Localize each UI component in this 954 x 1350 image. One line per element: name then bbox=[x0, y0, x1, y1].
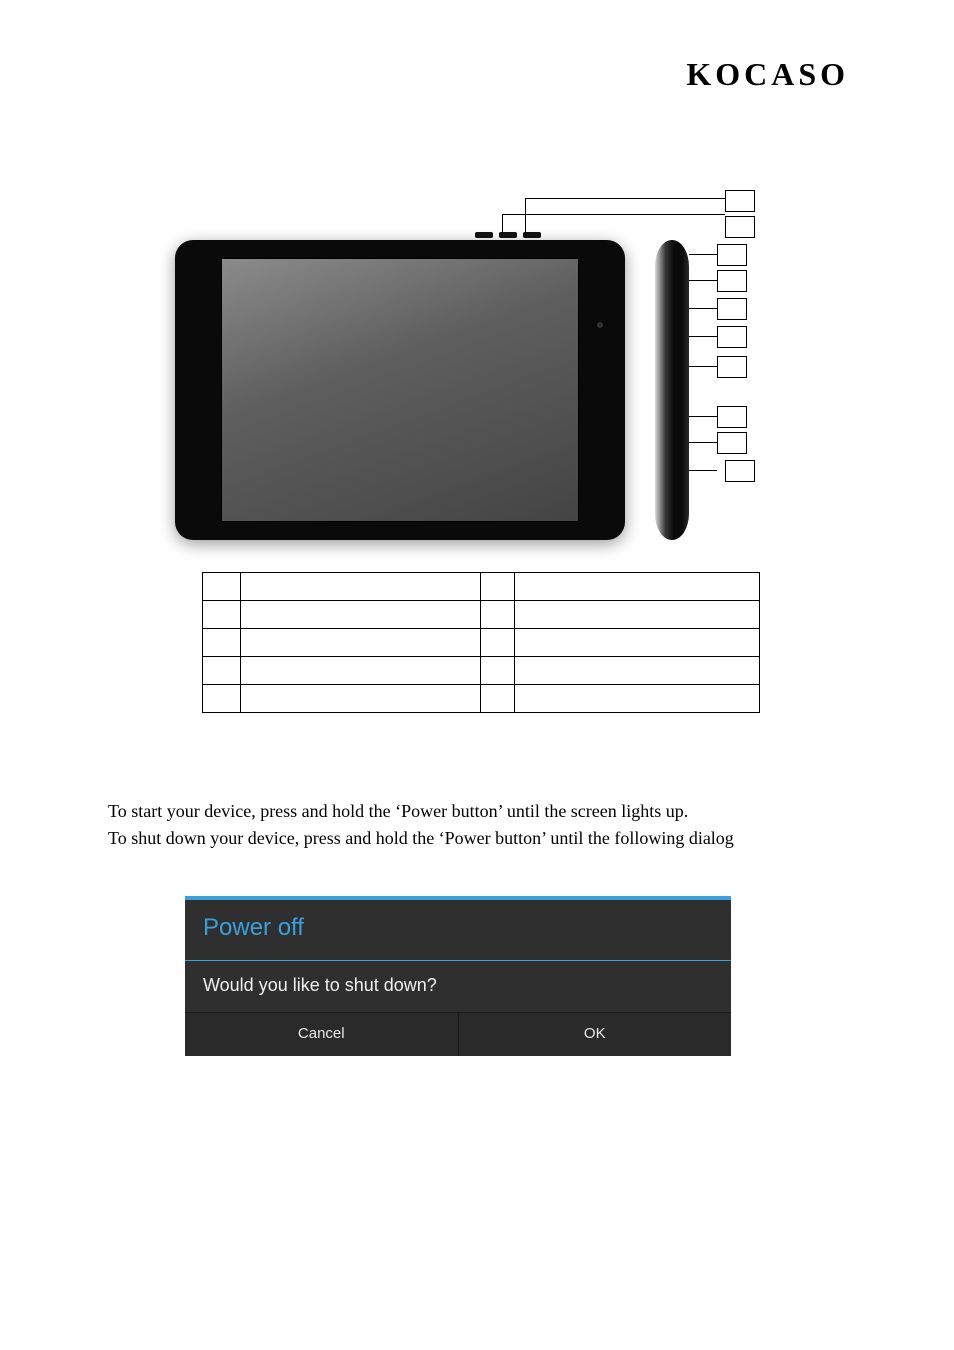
callout-box bbox=[717, 326, 747, 348]
callout-line bbox=[689, 442, 717, 443]
callout-line bbox=[502, 214, 503, 234]
tablet-screen bbox=[221, 258, 579, 522]
callout-box bbox=[717, 406, 747, 428]
page: KOCASO bbox=[0, 0, 954, 1350]
table-row bbox=[203, 573, 760, 601]
callout-line bbox=[525, 198, 725, 199]
dialog-title: Power off bbox=[185, 900, 731, 961]
callout-box bbox=[717, 244, 747, 266]
device-diagram bbox=[175, 190, 795, 550]
top-buttons bbox=[475, 232, 545, 238]
callout-box bbox=[725, 216, 755, 238]
callout-line bbox=[525, 198, 526, 234]
power-off-dialog: Power off Would you like to shut down? C… bbox=[185, 896, 731, 1056]
table-row bbox=[203, 685, 760, 713]
callout-box bbox=[725, 190, 755, 212]
table-row bbox=[203, 601, 760, 629]
table-row bbox=[203, 657, 760, 685]
dialog-buttons: Cancel OK bbox=[185, 1013, 731, 1056]
callout-box bbox=[725, 460, 755, 482]
callout-line bbox=[689, 254, 717, 255]
ok-button[interactable]: OK bbox=[459, 1013, 732, 1056]
dialog-message: Would you like to shut down? bbox=[185, 961, 731, 1013]
callout-line bbox=[689, 470, 717, 471]
cancel-button[interactable]: Cancel bbox=[185, 1013, 459, 1056]
callout-box bbox=[717, 356, 747, 378]
callout-line bbox=[689, 308, 717, 309]
tablet-side-view bbox=[655, 240, 689, 540]
parts-table bbox=[202, 572, 760, 713]
callout-line bbox=[689, 336, 717, 337]
front-camera-icon bbox=[597, 322, 603, 328]
callout-line bbox=[689, 416, 717, 417]
body-text: To start your device, press and hold the… bbox=[108, 800, 846, 855]
paragraph: To shut down your device, press and hold… bbox=[108, 827, 846, 850]
paragraph: To start your device, press and hold the… bbox=[108, 800, 846, 823]
tablet-front-view bbox=[175, 240, 625, 540]
callout-box bbox=[717, 432, 747, 454]
callout-box bbox=[717, 270, 747, 292]
callout-line bbox=[689, 366, 717, 367]
callout-box bbox=[717, 298, 747, 320]
table-row bbox=[203, 629, 760, 657]
brand-logo: KOCASO bbox=[686, 56, 849, 93]
callout-line bbox=[502, 214, 725, 215]
callout-line bbox=[689, 280, 717, 281]
